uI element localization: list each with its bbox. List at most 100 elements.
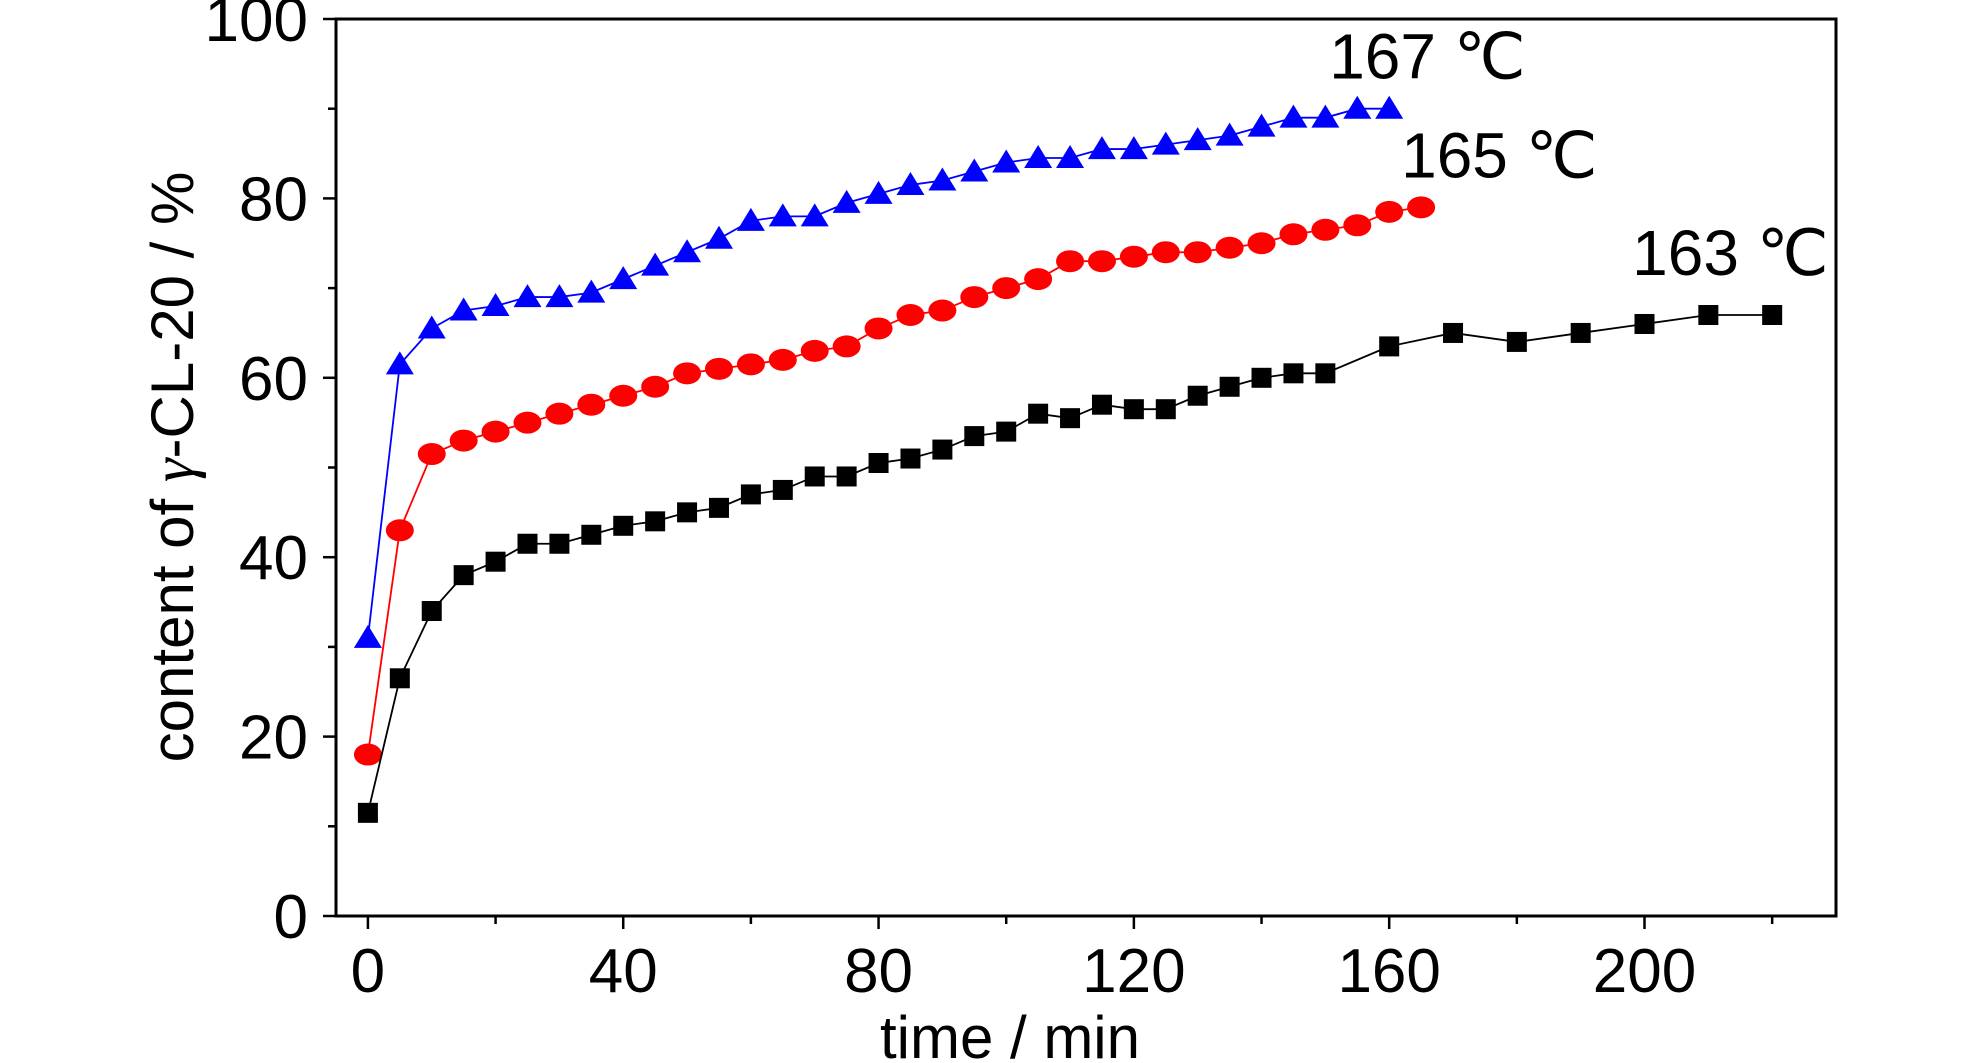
data-point-square — [1219, 376, 1240, 397]
data-point-triangle — [960, 158, 989, 182]
data-point-circle — [928, 299, 957, 322]
data-point-circle — [1215, 236, 1244, 259]
y-axis-title: content of γ-CL-20 / % — [139, 172, 206, 763]
data-point-triangle — [513, 284, 542, 308]
data-point-triangle — [673, 239, 702, 263]
data-point-circle — [1183, 241, 1212, 264]
data-point-circle — [1119, 245, 1148, 268]
data-point-circle — [417, 443, 446, 466]
data-point-triangle — [1343, 95, 1372, 119]
series-layer — [353, 95, 1783, 823]
y-axis-title-suffix: -CL-20 / % — [139, 172, 206, 459]
data-point-circle — [864, 317, 893, 340]
data-point-square — [1283, 363, 1304, 384]
series-1 — [353, 196, 1436, 766]
data-point-circle — [1311, 218, 1340, 241]
data-point-triangle — [417, 315, 446, 339]
data-point-square — [517, 533, 538, 554]
x-axis-title: time / min — [880, 1004, 1140, 1063]
data-point-circle — [1024, 268, 1053, 291]
x-tick-label: 120 — [1082, 937, 1185, 1006]
data-point-triangle — [992, 149, 1021, 173]
data-point-square — [645, 511, 666, 532]
data-point-triangle — [1247, 113, 1276, 137]
series-line — [367, 206, 1422, 755]
axis-ticks — [323, 17, 1774, 929]
series-labels: 167 ℃ 165 ℃ 163 ℃ — [1329, 21, 1828, 289]
x-tick-label: 160 — [1337, 937, 1440, 1006]
x-tick-label: 80 — [844, 937, 913, 1006]
data-point-circle — [1343, 214, 1372, 237]
data-point-square — [1506, 331, 1527, 352]
data-point-square — [964, 426, 985, 447]
data-point-triangle — [449, 297, 478, 321]
data-point-square — [389, 668, 410, 689]
series-label: 163 ℃ — [1632, 217, 1828, 289]
data-point-triangle — [928, 167, 957, 191]
tick-labels: 0 40 80 120 160 200 0 20 40 60 80 100 — [205, 0, 1697, 1006]
data-point-square — [804, 466, 825, 487]
data-point-square — [900, 448, 921, 469]
data-point-triangle — [1279, 104, 1308, 128]
data-point-square — [1443, 322, 1464, 343]
data-point-square — [421, 601, 442, 622]
series-label: 167 ℃ — [1329, 21, 1525, 93]
data-point-triangle — [1215, 122, 1244, 146]
data-point-square — [996, 421, 1017, 442]
data-point-circle — [481, 420, 510, 443]
data-point-circle — [545, 402, 574, 425]
data-point-circle — [513, 411, 542, 434]
data-point-triangle — [1087, 136, 1116, 160]
data-point-square — [1123, 399, 1144, 420]
data-point-circle — [960, 286, 989, 309]
y-axis-title-symbol: γ — [140, 457, 206, 482]
data-point-triangle — [800, 203, 829, 227]
data-point-triangle — [353, 624, 382, 648]
data-point-circle — [896, 304, 925, 327]
data-point-square — [581, 524, 602, 545]
data-point-circle — [385, 519, 414, 542]
data-point-circle — [1151, 241, 1180, 264]
y-tick-label: 60 — [239, 345, 308, 414]
data-point-circle — [768, 348, 797, 371]
data-point-square — [1698, 305, 1719, 326]
x-tick-label: 40 — [589, 937, 658, 1006]
data-point-triangle — [1024, 145, 1053, 169]
x-tick-label: 200 — [1593, 937, 1696, 1006]
y-tick-label: 0 — [274, 883, 308, 952]
data-point-square — [1634, 313, 1655, 334]
data-point-square — [836, 466, 857, 487]
data-point-circle — [449, 429, 478, 452]
data-point-triangle — [1119, 136, 1148, 160]
data-point-square — [740, 484, 761, 505]
data-point-circle — [673, 362, 702, 385]
data-point-square — [1028, 403, 1049, 424]
data-point-square — [1251, 367, 1272, 388]
data-point-circle — [641, 375, 670, 398]
y-axis-title-prefix: content of — [139, 482, 206, 762]
data-point-triangle — [1311, 104, 1340, 128]
data-point-circle — [353, 743, 382, 766]
series-label: 165 ℃ — [1401, 119, 1597, 191]
data-point-circle — [736, 353, 765, 376]
y-tick-label: 100 — [205, 0, 308, 55]
data-point-circle — [1407, 196, 1436, 219]
data-point-circle — [1056, 250, 1085, 273]
y-tick-label: 20 — [239, 704, 308, 773]
data-point-triangle — [864, 180, 893, 204]
data-point-triangle — [768, 203, 797, 227]
data-point-square — [868, 453, 889, 474]
data-point-square — [613, 515, 634, 536]
data-point-square — [1155, 399, 1176, 420]
data-point-triangle — [1056, 145, 1085, 169]
data-point-square — [1379, 336, 1400, 357]
data-point-circle — [704, 357, 733, 380]
series-2 — [357, 305, 1783, 823]
series-0 — [353, 95, 1404, 648]
data-point-circle — [992, 277, 1021, 300]
data-point-triangle — [545, 284, 574, 308]
data-point-triangle — [832, 189, 861, 213]
data-point-circle — [1375, 200, 1404, 223]
data-point-triangle — [1375, 95, 1404, 119]
